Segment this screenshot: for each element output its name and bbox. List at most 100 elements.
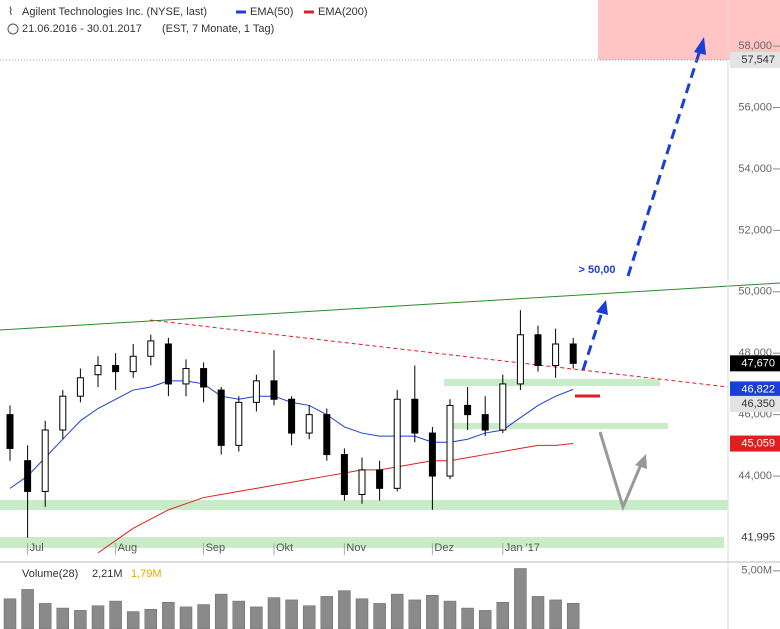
x-tick-label: Okt	[276, 542, 293, 554]
volume-bar	[267, 597, 281, 629]
candle-body	[129, 355, 137, 373]
arrow	[626, 49, 702, 277]
candle-body	[446, 404, 454, 477]
volume-bar	[144, 608, 158, 629]
volume-bar	[21, 589, 34, 629]
y-tick-label: 50,000	[738, 286, 772, 298]
candle-body	[76, 377, 84, 397]
volume-bar	[373, 603, 386, 629]
arrow	[581, 311, 604, 371]
candle-body	[534, 334, 542, 366]
candle-body	[340, 454, 348, 495]
arrow	[598, 431, 644, 512]
candle-body	[6, 414, 14, 449]
volume-bar	[179, 606, 193, 629]
volume-bar	[390, 593, 404, 629]
volume-readout: 2,21M	[92, 568, 123, 580]
y-tick-label: 56,000	[738, 101, 772, 113]
candle-body	[59, 395, 67, 431]
ema-line	[97, 443, 574, 554]
volume-bar	[162, 601, 175, 629]
volume-title: Volume(28)	[22, 568, 78, 580]
y-tick-label: 54,000	[738, 163, 772, 175]
price-tag-label: 57,547	[741, 54, 775, 66]
volume-bar	[197, 604, 210, 629]
volume-bar	[496, 601, 510, 629]
candle-body	[552, 343, 560, 366]
price-tag	[730, 435, 780, 452]
volume-bar	[250, 606, 263, 629]
price-tag	[730, 381, 780, 398]
volume-bar	[514, 568, 527, 629]
volume-bar	[531, 596, 545, 629]
candle-body	[24, 460, 32, 492]
chart-title: Agilent Technologies Inc. (NYSE, last)	[22, 6, 207, 18]
volume-bar	[109, 600, 122, 629]
support-band	[452, 423, 668, 429]
price-tag-label: 45,059	[741, 437, 775, 449]
volume-bar	[232, 600, 246, 629]
volume-bar	[320, 596, 334, 629]
candle-body	[182, 368, 190, 385]
volume-bar	[302, 605, 316, 629]
volume-bar	[566, 603, 580, 629]
volume-bar	[355, 598, 369, 629]
arrowhead	[694, 37, 706, 55]
clock-icon	[7, 23, 19, 35]
price-tag-label: 47,670	[741, 357, 775, 369]
x-tick-label: Nov	[346, 542, 366, 554]
volume-bar	[38, 603, 52, 629]
volume-bar	[549, 599, 562, 629]
x-tick-label: Aug	[118, 542, 138, 554]
candle-body	[481, 414, 489, 431]
candle-body	[41, 429, 49, 492]
candle-body	[235, 401, 243, 446]
x-tick-label: Jul	[30, 542, 44, 554]
volume-bar	[443, 600, 457, 629]
trendline	[149, 319, 729, 388]
support-band	[0, 500, 728, 510]
volume-bar	[426, 595, 439, 629]
plot	[6, 310, 577, 554]
period: (EST, 7 Monate, 1 Tag)	[162, 23, 274, 35]
volume-bar	[461, 607, 474, 629]
price-tag	[730, 529, 780, 546]
annotation: > 50,00	[578, 264, 615, 276]
volume-bar	[3, 598, 17, 629]
volume-bar	[91, 605, 105, 629]
volume-bar	[214, 593, 228, 629]
date-range: 21.06.2016 - 30.01.2017	[22, 23, 142, 35]
candle-body	[112, 364, 120, 373]
y-tick-label: 52,000	[738, 224, 772, 236]
volume-readout: 1,79M	[131, 568, 162, 580]
support-band	[444, 379, 660, 386]
candle-body	[305, 414, 313, 434]
candle-body	[569, 343, 577, 364]
price-tag	[730, 51, 780, 68]
candle-body	[376, 469, 384, 489]
candle-body	[499, 383, 507, 431]
symbol-icon: ⌇	[8, 6, 13, 18]
candle-body	[288, 398, 296, 434]
volume-bar	[408, 599, 422, 629]
y-tick-label: 44,000	[738, 470, 772, 482]
price-tag	[730, 395, 780, 412]
volume-bar	[56, 607, 70, 629]
candle-body	[164, 343, 172, 385]
price-tag-label: 41,995	[741, 532, 775, 544]
candle-body	[358, 469, 366, 495]
y-tick-label: 58,000	[738, 40, 772, 52]
x-tick-label: Jan '17	[505, 542, 540, 554]
x-tick-label: Dez	[434, 542, 454, 554]
x-tick-label: Sep	[206, 542, 226, 554]
arrowhead	[596, 300, 608, 315]
candle-body	[147, 340, 155, 357]
volume-bar	[285, 599, 298, 629]
candle-body	[217, 389, 225, 446]
legend-label: EMA(200)	[318, 6, 368, 18]
candle-body	[428, 432, 436, 477]
volume-bar	[74, 610, 87, 629]
volume-bar	[338, 590, 351, 629]
candle-body	[323, 414, 331, 456]
